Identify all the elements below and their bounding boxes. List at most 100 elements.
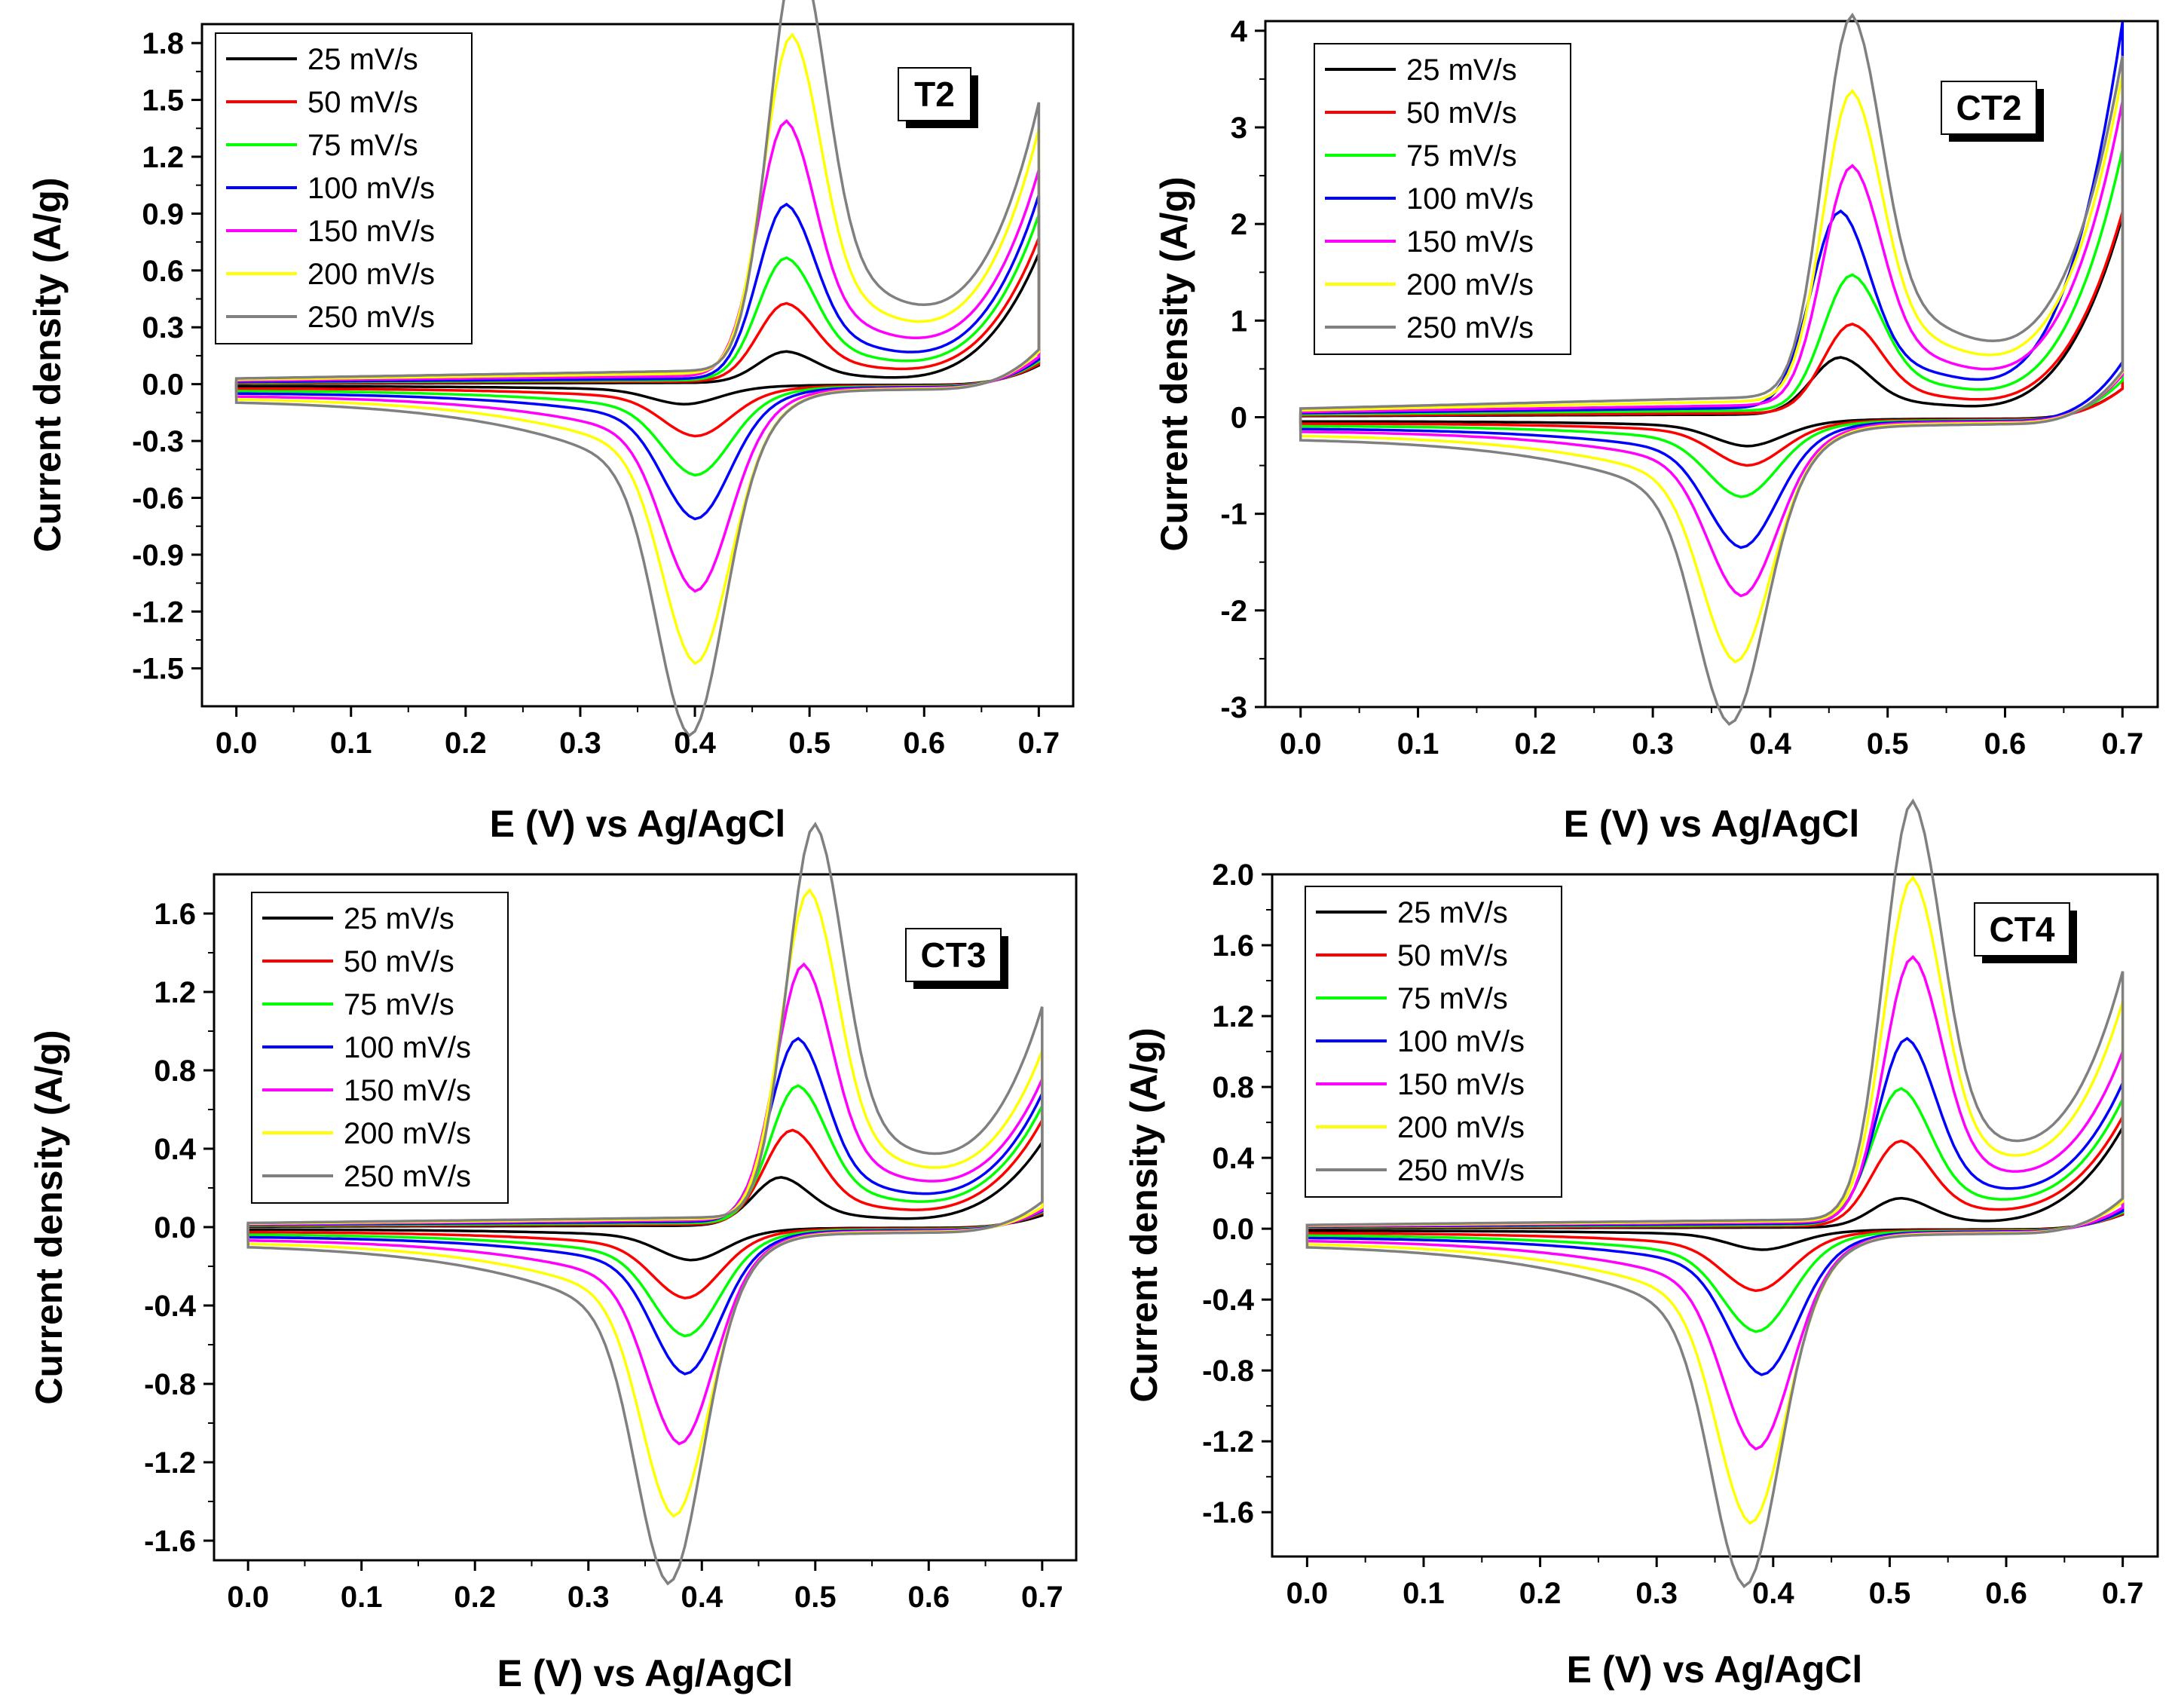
x-tick-label: 0.3 xyxy=(1632,727,1674,761)
x-tick-label: 0.5 xyxy=(1867,727,1909,761)
y-tick-label: 0.3 xyxy=(142,311,184,344)
x-axis-title: E (V) vs Ag/AgCl xyxy=(497,1652,794,1694)
sample-label-box: CT4 xyxy=(1974,902,2077,963)
x-tick-label: 0.3 xyxy=(559,727,601,760)
legend-label: 75 mV/s xyxy=(1397,982,1508,1015)
y-tick-label: 0.0 xyxy=(154,1211,196,1244)
y-tick-label: 0.0 xyxy=(142,369,184,402)
cv-curve-100mvs xyxy=(234,194,1041,521)
x-tick-label: 0.2 xyxy=(454,1581,496,1614)
x-tick-label: 0.3 xyxy=(567,1581,610,1614)
x-tick-label: 0.4 xyxy=(681,1581,723,1614)
x-tick-label: 0.6 xyxy=(908,1581,950,1614)
x-tick-label: 0.3 xyxy=(1635,1577,1678,1610)
panel-t2: 0.0 0.1 0.2 0.3 0.4 0.5 0.6 0.7 -1.5 -1.2 -0.9 -0.6… xyxy=(26,0,1075,845)
x-tick-label: 0.5 xyxy=(1869,1577,1911,1610)
cv-curves xyxy=(1299,12,2125,726)
y-tick-label: -1.6 xyxy=(144,1525,196,1558)
legend: 25 mV/s 50 mV/s 75 mV/s 100 mV/s 150 mV/s 200… xyxy=(251,892,509,1204)
y-tick-label: -1.6 xyxy=(1202,1496,1254,1529)
legend-label: 150 mV/s xyxy=(307,215,435,248)
cv-curves xyxy=(234,0,1041,738)
y-tick-label: -2 xyxy=(1220,595,1247,628)
x-axis-title: E (V) vs Ag/AgCl xyxy=(1567,1648,1863,1691)
cv-curve-75mvs xyxy=(1299,149,2125,498)
legend-label: 150 mV/s xyxy=(1406,225,1534,259)
x-tick-label: 0.4 xyxy=(1752,1577,1794,1610)
x-tick-label: 0.0 xyxy=(227,1581,269,1614)
legend-label: 150 mV/s xyxy=(1397,1068,1525,1101)
y-tick-label: 0.9 xyxy=(142,197,184,231)
axis-ticks: 0.0 0.1 0.2 0.3 0.4 0.5 0.6 0.7 -1.5 -1.2 -0.9 -0.6… xyxy=(132,27,1060,760)
legend-label: 75 mV/s xyxy=(1406,139,1517,173)
y-tick-label: 1 xyxy=(1231,305,1247,338)
x-tick-label: 0.2 xyxy=(1519,1577,1562,1610)
axis-ticks: 0.0 0.1 0.2 0.3 0.4 0.5 0.6 0.7 -1.6 -1.2 -0.8 -0.4… xyxy=(1202,859,2143,1610)
legend-label: 250 mV/s xyxy=(307,301,435,334)
y-tick-label: 4 xyxy=(1231,15,1248,48)
cv-curve-250mvs xyxy=(246,822,1044,1586)
cv-curves xyxy=(1305,798,2125,1589)
y-axis-title: Current density (A/g) xyxy=(1153,176,1195,551)
legend-label: 100 mV/s xyxy=(344,1031,471,1064)
legend: 25 mV/s 50 mV/s 75 mV/s 100 mV/s 150 mV/s 200… xyxy=(1314,43,1571,355)
sample-label-box: T2 xyxy=(898,67,978,128)
legend-label: 50 mV/s xyxy=(1406,96,1517,130)
y-tick-label: 3 xyxy=(1231,112,1247,145)
y-tick-label: 1.6 xyxy=(154,898,196,931)
cv-curve-150mvs xyxy=(234,118,1041,593)
legend-label: 100 mV/s xyxy=(1406,182,1534,216)
y-axis-title: Current density (A/g) xyxy=(28,1030,70,1404)
x-tick-label: 0.4 xyxy=(674,727,716,760)
panel-ct2: 0.0 0.1 0.2 0.3 0.4 0.5 0.6 0.7 -3 -2 -1 0 1 2 3 4 25 m… xyxy=(1153,12,2159,845)
legend-label: 50 mV/s xyxy=(1397,939,1508,972)
x-tick-label: 0.2 xyxy=(1515,727,1557,761)
y-tick-label: -0.8 xyxy=(144,1368,196,1401)
y-tick-label: 1.2 xyxy=(142,141,184,174)
legend-label: 75 mV/s xyxy=(307,129,418,162)
legend-label: 100 mV/s xyxy=(307,172,435,205)
legend-label: 50 mV/s xyxy=(307,86,418,119)
x-tick-label: 0.1 xyxy=(330,727,372,760)
y-tick-label: 1.2 xyxy=(1212,1000,1254,1033)
cv-curve-250mvs xyxy=(1305,798,2125,1589)
y-tick-label: -1.2 xyxy=(1202,1425,1254,1459)
sample-label: CT2 xyxy=(1956,88,2022,127)
x-axis-title: E (V) vs Ag/AgCl xyxy=(1564,803,1860,845)
legend-label: 100 mV/s xyxy=(1397,1025,1525,1058)
x-tick-label: 0.0 xyxy=(1280,727,1322,761)
y-tick-label: 1.5 xyxy=(142,84,184,118)
x-tick-label: 0.7 xyxy=(2101,727,2143,761)
legend-label: 25 mV/s xyxy=(1397,896,1508,929)
y-tick-label: -1.5 xyxy=(132,653,184,686)
x-axis-title: E (V) vs Ag/AgCl xyxy=(490,803,786,845)
x-tick-label: 0.1 xyxy=(1397,727,1439,761)
y-tick-label: -0.8 xyxy=(1202,1354,1254,1388)
legend-label: 50 mV/s xyxy=(344,945,454,978)
cv-curve-50mvs xyxy=(1299,211,2125,467)
y-tick-label: -1 xyxy=(1220,498,1247,531)
legend-label: 250 mV/s xyxy=(1406,311,1534,344)
x-tick-label: 0.1 xyxy=(341,1581,383,1614)
cv-curve-200mvs xyxy=(234,32,1041,666)
axis-ticks: 0.0 0.1 0.2 0.3 0.4 0.5 0.6 0.7 -3 -2 -1 0 1 2 3 4 xyxy=(1220,15,2143,761)
y-tick-label: 0.4 xyxy=(1212,1142,1254,1175)
y-tick-label: -0.4 xyxy=(1202,1284,1255,1317)
x-tick-label: 0.1 xyxy=(1403,1577,1445,1610)
y-tick-label: -0.9 xyxy=(132,539,184,572)
y-tick-label: 2 xyxy=(1231,208,1247,241)
legend-label: 25 mV/s xyxy=(307,43,418,76)
x-tick-label: 0.6 xyxy=(1985,1577,2027,1610)
legend-label: 250 mV/s xyxy=(344,1160,471,1193)
x-tick-label: 0.6 xyxy=(903,727,945,760)
x-tick-label: 0.4 xyxy=(1749,727,1791,761)
y-tick-label: 0 xyxy=(1231,401,1247,434)
y-axis-title: Current density (A/g) xyxy=(26,177,69,552)
cv-curve-150mvs xyxy=(1299,101,2125,598)
sample-label: T2 xyxy=(914,75,955,114)
cv-curve-250mvs xyxy=(234,0,1041,738)
y-tick-label: 1.8 xyxy=(142,27,184,60)
sample-label-box: CT2 xyxy=(1941,81,2044,142)
legend-label: 200 mV/s xyxy=(344,1117,471,1150)
